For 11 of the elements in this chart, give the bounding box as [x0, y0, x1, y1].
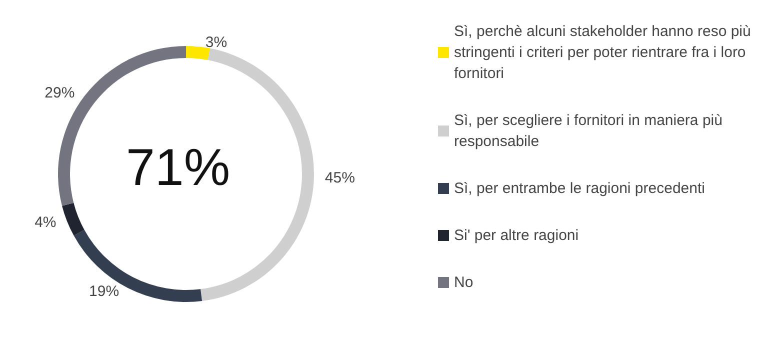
legend-label: Sì, per scegliere i fornitori in maniera più responsabile	[454, 112, 727, 150]
text: 71%	[126, 139, 230, 197]
legend-label: No	[454, 274, 474, 291]
data-label: 4%	[34, 214, 56, 232]
legend-label: Si' per altre ragioni	[454, 227, 579, 244]
data-label: 3%	[205, 34, 228, 52]
legend-label: Sì, per entrambe le ragioni precedenti	[454, 180, 705, 197]
data-label: 45%	[324, 170, 355, 187]
data-label: 19%	[89, 283, 120, 300]
data-label: 29%	[44, 84, 75, 102]
legend-label: Sì, perchè alcuni stakeholder hanno reso più stringenti i criteri per poter rientrare fra i loro fornitori	[454, 23, 756, 82]
